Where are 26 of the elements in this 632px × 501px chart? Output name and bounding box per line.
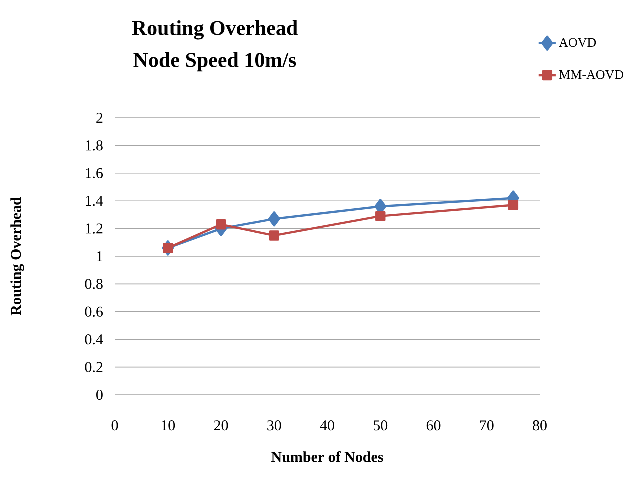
x-tick-label: 50 [374,420,388,431]
x-tick-label: 80 [533,420,547,431]
chart-title: Routing Overhead [132,20,298,40]
y-tick-label: 1.2 [86,224,103,234]
legend-label: AOVD [559,38,596,48]
x-tick-label: 20 [214,420,228,431]
chart-subtitle: Node Speed 10m/s [134,52,296,72]
x-tick-label: 0 [112,420,118,431]
x-tick-label: 30 [268,420,282,431]
x-tick-label: 70 [480,420,494,431]
y-tick-label: 2 [96,113,103,123]
y-tick-label: 0 [96,390,103,400]
legend-label: MM-AOVD [559,70,624,80]
x-tick-label: 40 [320,420,334,431]
y-tick-label: 0.2 [85,362,103,372]
y-tick-label: 0.6 [85,306,104,317]
y-tick-label: 0.4 [85,334,104,345]
y-tick-label: 1.4 [86,196,104,206]
y-tick-label: 0.8 [85,279,103,290]
y-tick-label: 1 [97,252,103,262]
y-axis-title: Routing Overhead [10,197,24,316]
x-axis-title: Number of Nodes [272,452,384,462]
y-tick-label: 1.6 [86,168,104,178]
x-tick-label: 60 [426,420,441,431]
y-tick-label: 1.8 [86,140,103,151]
x-tick-label: 10 [162,420,176,431]
